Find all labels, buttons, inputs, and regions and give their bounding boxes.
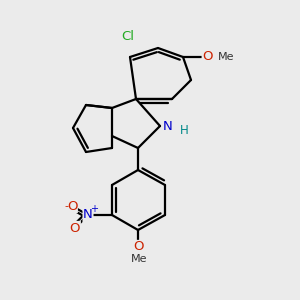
- Text: O: O: [133, 241, 143, 254]
- Text: O: O: [202, 50, 213, 64]
- Text: +: +: [90, 204, 98, 214]
- Text: -: -: [64, 201, 69, 211]
- Text: Cl: Cl: [122, 31, 134, 44]
- Text: O: O: [67, 200, 77, 212]
- Text: H: H: [179, 124, 188, 136]
- Text: N: N: [83, 208, 93, 221]
- Text: Me: Me: [131, 254, 148, 265]
- Text: Me: Me: [218, 52, 234, 62]
- Text: O: O: [70, 221, 80, 235]
- Text: N: N: [163, 121, 173, 134]
